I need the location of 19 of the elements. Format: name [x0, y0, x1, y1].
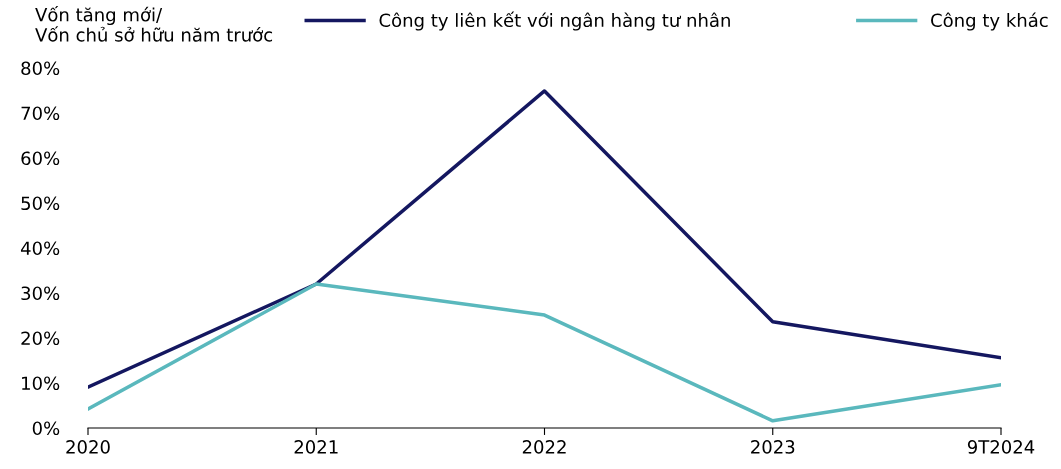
x-tick-label: 2021 — [294, 440, 338, 454]
legend-label: Công ty liên kết với ngân hàng tư nhân — [379, 11, 730, 31]
y-tick-label: 60% — [21, 151, 60, 166]
x-tick-label: 2020 — [66, 440, 110, 454]
y-tick-label: 70% — [21, 106, 60, 121]
y-tick-label: 40% — [20, 241, 60, 256]
y-tick-label: 20% — [21, 331, 60, 346]
x-tick-label: 9T2024 — [967, 440, 1035, 454]
legend-label: Công ty khác — [931, 12, 1048, 31]
y-tick-label: 80% — [21, 61, 60, 76]
y-tick-label: 50% — [21, 196, 60, 211]
x-tick-label: 2023 — [751, 440, 795, 454]
y-tick-label: 0% — [32, 421, 60, 436]
y-tick-label: 10% — [22, 376, 60, 391]
y-tick-label: 30% — [21, 286, 60, 301]
x-tick-label: 2022 — [522, 440, 566, 454]
line-series — [88, 89, 1001, 389]
line-series — [88, 282, 1001, 423]
y-axis-title: Vốn tăng mới/ Vốn chủ sở hữu năm trước — [35, 6, 273, 42]
